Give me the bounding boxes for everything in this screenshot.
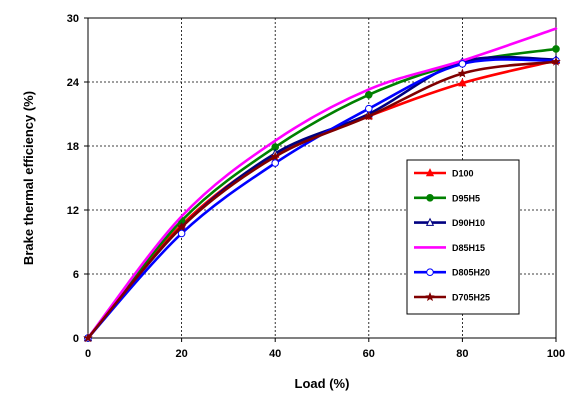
data-point-d705h25	[457, 68, 468, 78]
data-point-d805h20	[365, 104, 373, 113]
legend-label-d805h20: D805H20	[452, 268, 490, 278]
legend-item-d95h5: D95H5	[414, 193, 480, 203]
legend-box	[406, 159, 520, 315]
y-tick-label: 24	[67, 77, 80, 89]
data-point-d705h25	[270, 151, 280, 161]
data-point-d705h25	[83, 332, 93, 343]
y-tick-label: 30	[67, 13, 79, 25]
y-tick-label: 0	[73, 333, 79, 345]
legend-marker-d805h20	[426, 268, 434, 277]
legend-label-d100: D100	[452, 169, 474, 179]
y-tick-label: 6	[73, 269, 79, 281]
legend-item-d705h25: D705H25	[414, 291, 490, 303]
data-point-d805h20	[458, 60, 467, 68]
data-point-d95h5	[365, 91, 373, 99]
legend-item-d805h20: D805H20	[414, 268, 490, 278]
legend-item-d100: D100	[414, 168, 474, 179]
y-axis-label: Brake thermal efficiency (%)	[21, 91, 36, 265]
x-tick-label: 20	[175, 348, 187, 360]
legend-label-d705h25: D705H25	[452, 293, 490, 303]
legend-label-d90h10: D90H10	[452, 218, 485, 228]
legend-marker-d90h10	[425, 217, 435, 226]
legend-marker-d100	[425, 168, 435, 177]
legend-label-d85h15: D85H15	[452, 243, 485, 253]
data-point-d805h20	[177, 229, 186, 238]
x-tick-label: 60	[363, 348, 375, 360]
legend-marker-d705h25	[425, 291, 435, 302]
data-point-d705h25	[364, 111, 374, 121]
x-tick-label: 80	[456, 348, 468, 360]
x-tick-label: 40	[269, 348, 281, 360]
data-point-d705h25	[551, 56, 561, 66]
data-point-d100	[458, 78, 467, 87]
legend-item-d90h10: D90H10	[414, 217, 485, 228]
x-tick-label: 100	[547, 348, 565, 360]
data-point-d705h25	[176, 222, 187, 232]
legend-label-d95h5: D95H5	[452, 193, 480, 203]
data-point-d805h20	[271, 159, 280, 167]
x-tick-label: 0	[85, 348, 91, 360]
data-point-d95h5	[552, 45, 560, 53]
y-tick-label: 18	[67, 141, 79, 153]
series-layer	[83, 27, 561, 343]
y-tick-label: 12	[67, 205, 79, 217]
series-d705h25	[83, 56, 561, 343]
legend-marker-d95h5	[426, 194, 434, 202]
plot-area	[87, 17, 557, 339]
x-axis-label: Load (%)	[295, 376, 350, 391]
legend: D100 D95H5 D90H10 D85H15 D805H20 D705H25	[406, 159, 520, 315]
legend-item-d85h15: D85H15	[414, 243, 485, 253]
